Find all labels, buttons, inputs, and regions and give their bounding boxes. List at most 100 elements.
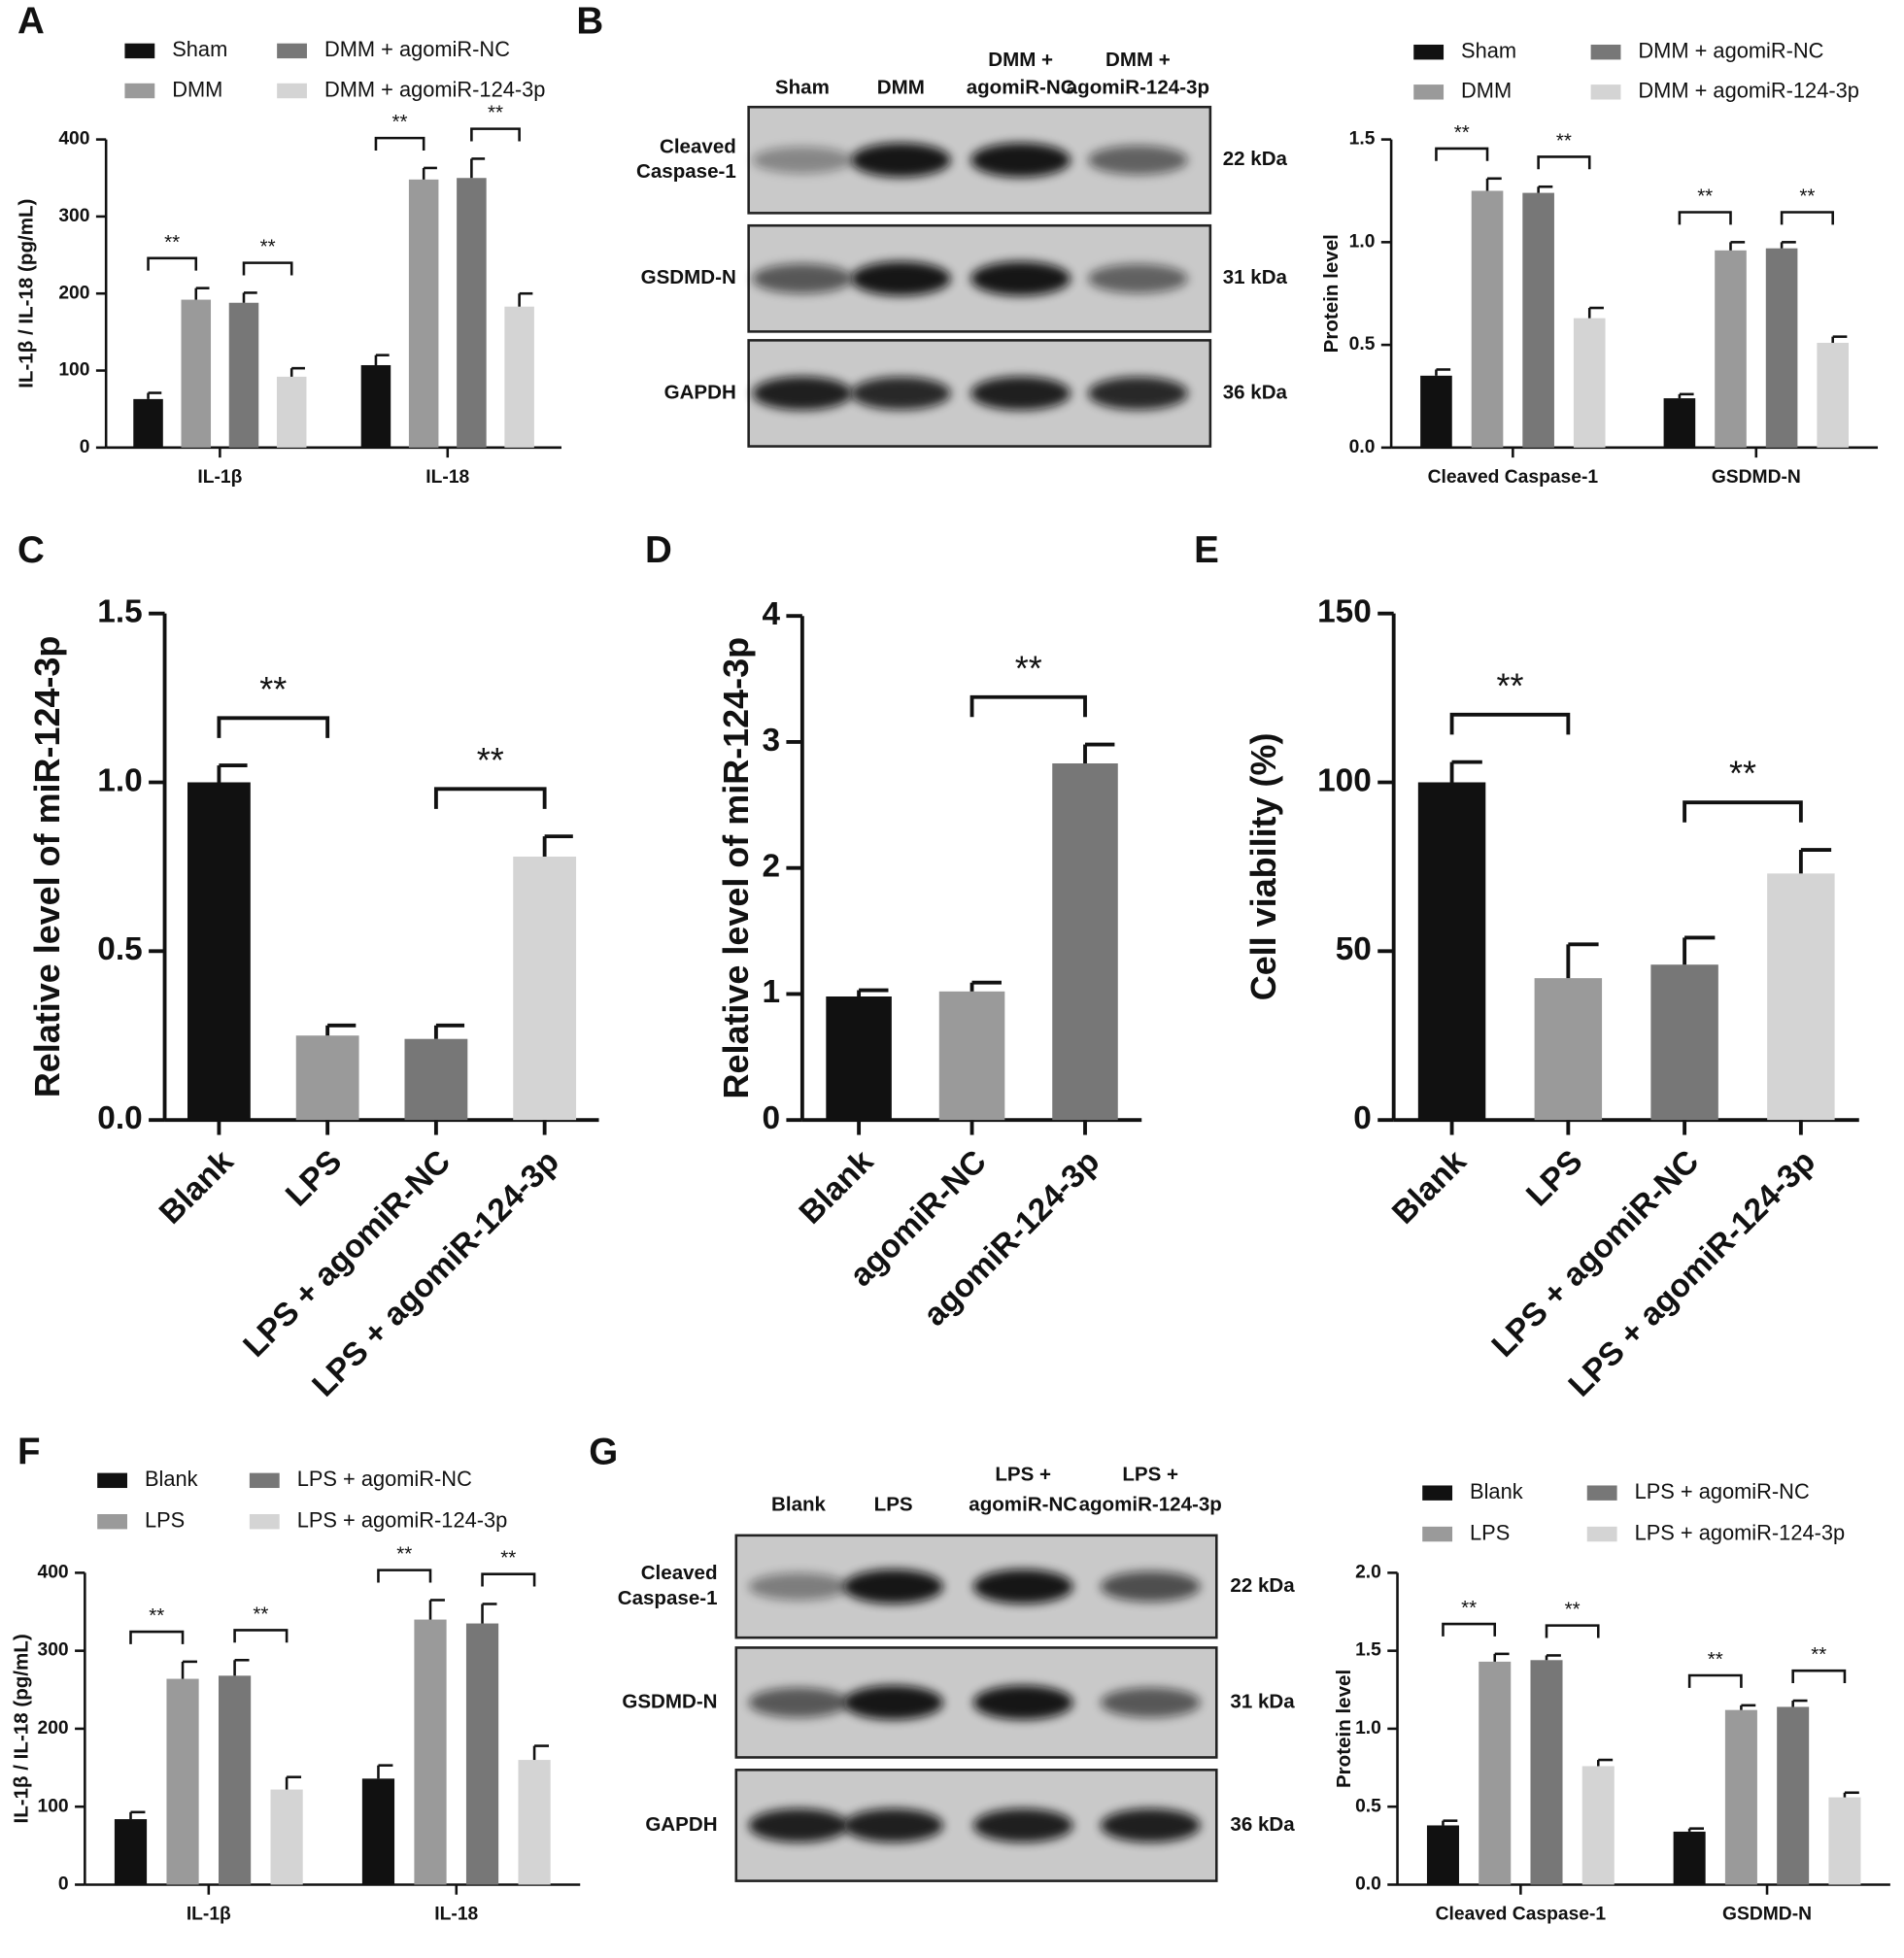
- x-tick-label: LPS: [1519, 1143, 1589, 1213]
- y-tick-label: 50: [1336, 931, 1372, 967]
- y-tick-label: 0: [58, 1874, 69, 1895]
- bar: [1663, 398, 1696, 448]
- band-size: 22 kDa: [1223, 148, 1288, 170]
- y-axis-label: Relative level of miR-124-3p: [27, 636, 67, 1098]
- significance-label: **: [1454, 121, 1470, 144]
- x-tick-label: Blank: [793, 1143, 881, 1232]
- significance-label: **: [477, 740, 504, 780]
- significance-bracket: [1442, 1622, 1497, 1637]
- legend-swatch: [124, 43, 155, 59]
- lane-label: Blank: [771, 1493, 827, 1515]
- y-tick-label: 150: [1317, 593, 1372, 629]
- band-size: 31 kDa: [1223, 266, 1288, 288]
- y-tick-label: 0.0: [1355, 1874, 1381, 1895]
- significance-bracket: [377, 1569, 432, 1583]
- significance-bracket: [1435, 147, 1489, 161]
- y-tick-label: 100: [38, 1796, 69, 1816]
- band-size: 36 kDa: [1230, 1813, 1295, 1836]
- blot-band: [850, 261, 951, 296]
- band-label: Cleaved: [641, 1562, 718, 1584]
- bar: [504, 306, 534, 448]
- bar: [414, 1619, 447, 1885]
- band-label: GAPDH: [645, 1813, 717, 1836]
- x-tick-label: Blank: [1385, 1143, 1474, 1232]
- bar: [465, 1623, 499, 1885]
- legend-swatch: [1590, 44, 1621, 60]
- blot-band: [843, 1685, 944, 1720]
- significance-label: **: [1461, 1597, 1477, 1619]
- blot-band: [972, 1808, 1073, 1842]
- blot-band: [850, 143, 951, 178]
- legend-label: LPS + agomiR-NC: [297, 1467, 472, 1491]
- blot-band: [850, 376, 951, 410]
- significance-label: **: [1697, 186, 1713, 208]
- significance-label: **: [260, 236, 276, 258]
- significance-label: **: [1565, 1599, 1581, 1621]
- lane-label: DMM +: [1105, 49, 1171, 71]
- y-tick-label: 0.0: [1349, 437, 1376, 457]
- legend-swatch: [277, 83, 307, 99]
- legend-swatch: [97, 1514, 128, 1530]
- x-tick-label: GSDMD-N: [1722, 1904, 1812, 1924]
- legend-label: DMM + agomiR-NC: [324, 37, 510, 61]
- significance-bracket: [470, 127, 521, 142]
- bar: [1534, 978, 1603, 1121]
- blot-band: [1100, 1687, 1201, 1718]
- bar: [1715, 250, 1747, 448]
- bar: [518, 1760, 551, 1885]
- significance-label: **: [253, 1603, 268, 1625]
- lane-label: LPS +: [1122, 1464, 1178, 1486]
- bar: [361, 1778, 395, 1885]
- blot-band: [752, 146, 853, 174]
- significance-bracket: [1537, 155, 1591, 170]
- blot-band: [1100, 1570, 1201, 1603]
- x-tick-label: IL-18: [425, 467, 469, 488]
- y-tick-label: 100: [1317, 762, 1372, 798]
- bar: [1522, 192, 1554, 448]
- legend-label: DMM: [1461, 79, 1512, 103]
- y-axis-label: Relative level of miR-124-3p: [716, 637, 756, 1099]
- significance-bracket: [233, 1629, 289, 1643]
- bar: [1417, 782, 1486, 1121]
- blot-band: [970, 143, 1071, 178]
- blot-band: [1088, 263, 1188, 293]
- y-tick-label: 0.5: [97, 931, 142, 967]
- blot-band: [1100, 1808, 1201, 1842]
- band-label: GAPDH: [664, 381, 736, 403]
- lane-label: agomiR-NC: [969, 1493, 1077, 1515]
- significance-label: **: [1496, 665, 1523, 705]
- blot-band: [1088, 376, 1188, 410]
- legend-swatch: [124, 83, 155, 99]
- bar: [228, 302, 259, 448]
- bar: [1673, 1831, 1706, 1885]
- legend-swatch: [1413, 84, 1445, 100]
- y-tick-label: 1.5: [1349, 129, 1376, 150]
- significance-label: **: [500, 1547, 516, 1570]
- x-tick-label: GSDMD-N: [1712, 467, 1801, 488]
- significance-bracket: [374, 136, 425, 151]
- legend-swatch: [1413, 44, 1445, 60]
- legend-label: Blank: [145, 1467, 198, 1491]
- bar: [166, 1678, 199, 1885]
- blot-band: [843, 1569, 944, 1604]
- legend-swatch: [249, 1472, 280, 1489]
- bar: [1777, 1706, 1810, 1885]
- x-tick-label: IL-18: [434, 1904, 478, 1924]
- y-tick-label: 3: [762, 723, 780, 759]
- band-label: Cleaved: [660, 135, 736, 157]
- y-axis-label: IL-1β / IL-18 (pg/mL): [16, 199, 38, 388]
- y-tick-label: 4: [762, 596, 780, 632]
- x-tick-label: Cleaved Caspase-1: [1428, 467, 1599, 488]
- bar: [114, 1819, 148, 1885]
- y-axis-label: Cell viability (%): [1243, 733, 1283, 1001]
- bar: [513, 856, 577, 1121]
- significance-bracket: [433, 787, 547, 809]
- bar: [1471, 190, 1504, 448]
- significance-bracket: [969, 694, 1087, 718]
- blot-band: [843, 1808, 944, 1842]
- significance-bracket: [217, 716, 330, 738]
- y-tick-label: 400: [38, 1562, 69, 1582]
- panel-label: B: [576, 0, 603, 42]
- significance-bracket: [1449, 712, 1571, 735]
- bar: [1765, 248, 1798, 448]
